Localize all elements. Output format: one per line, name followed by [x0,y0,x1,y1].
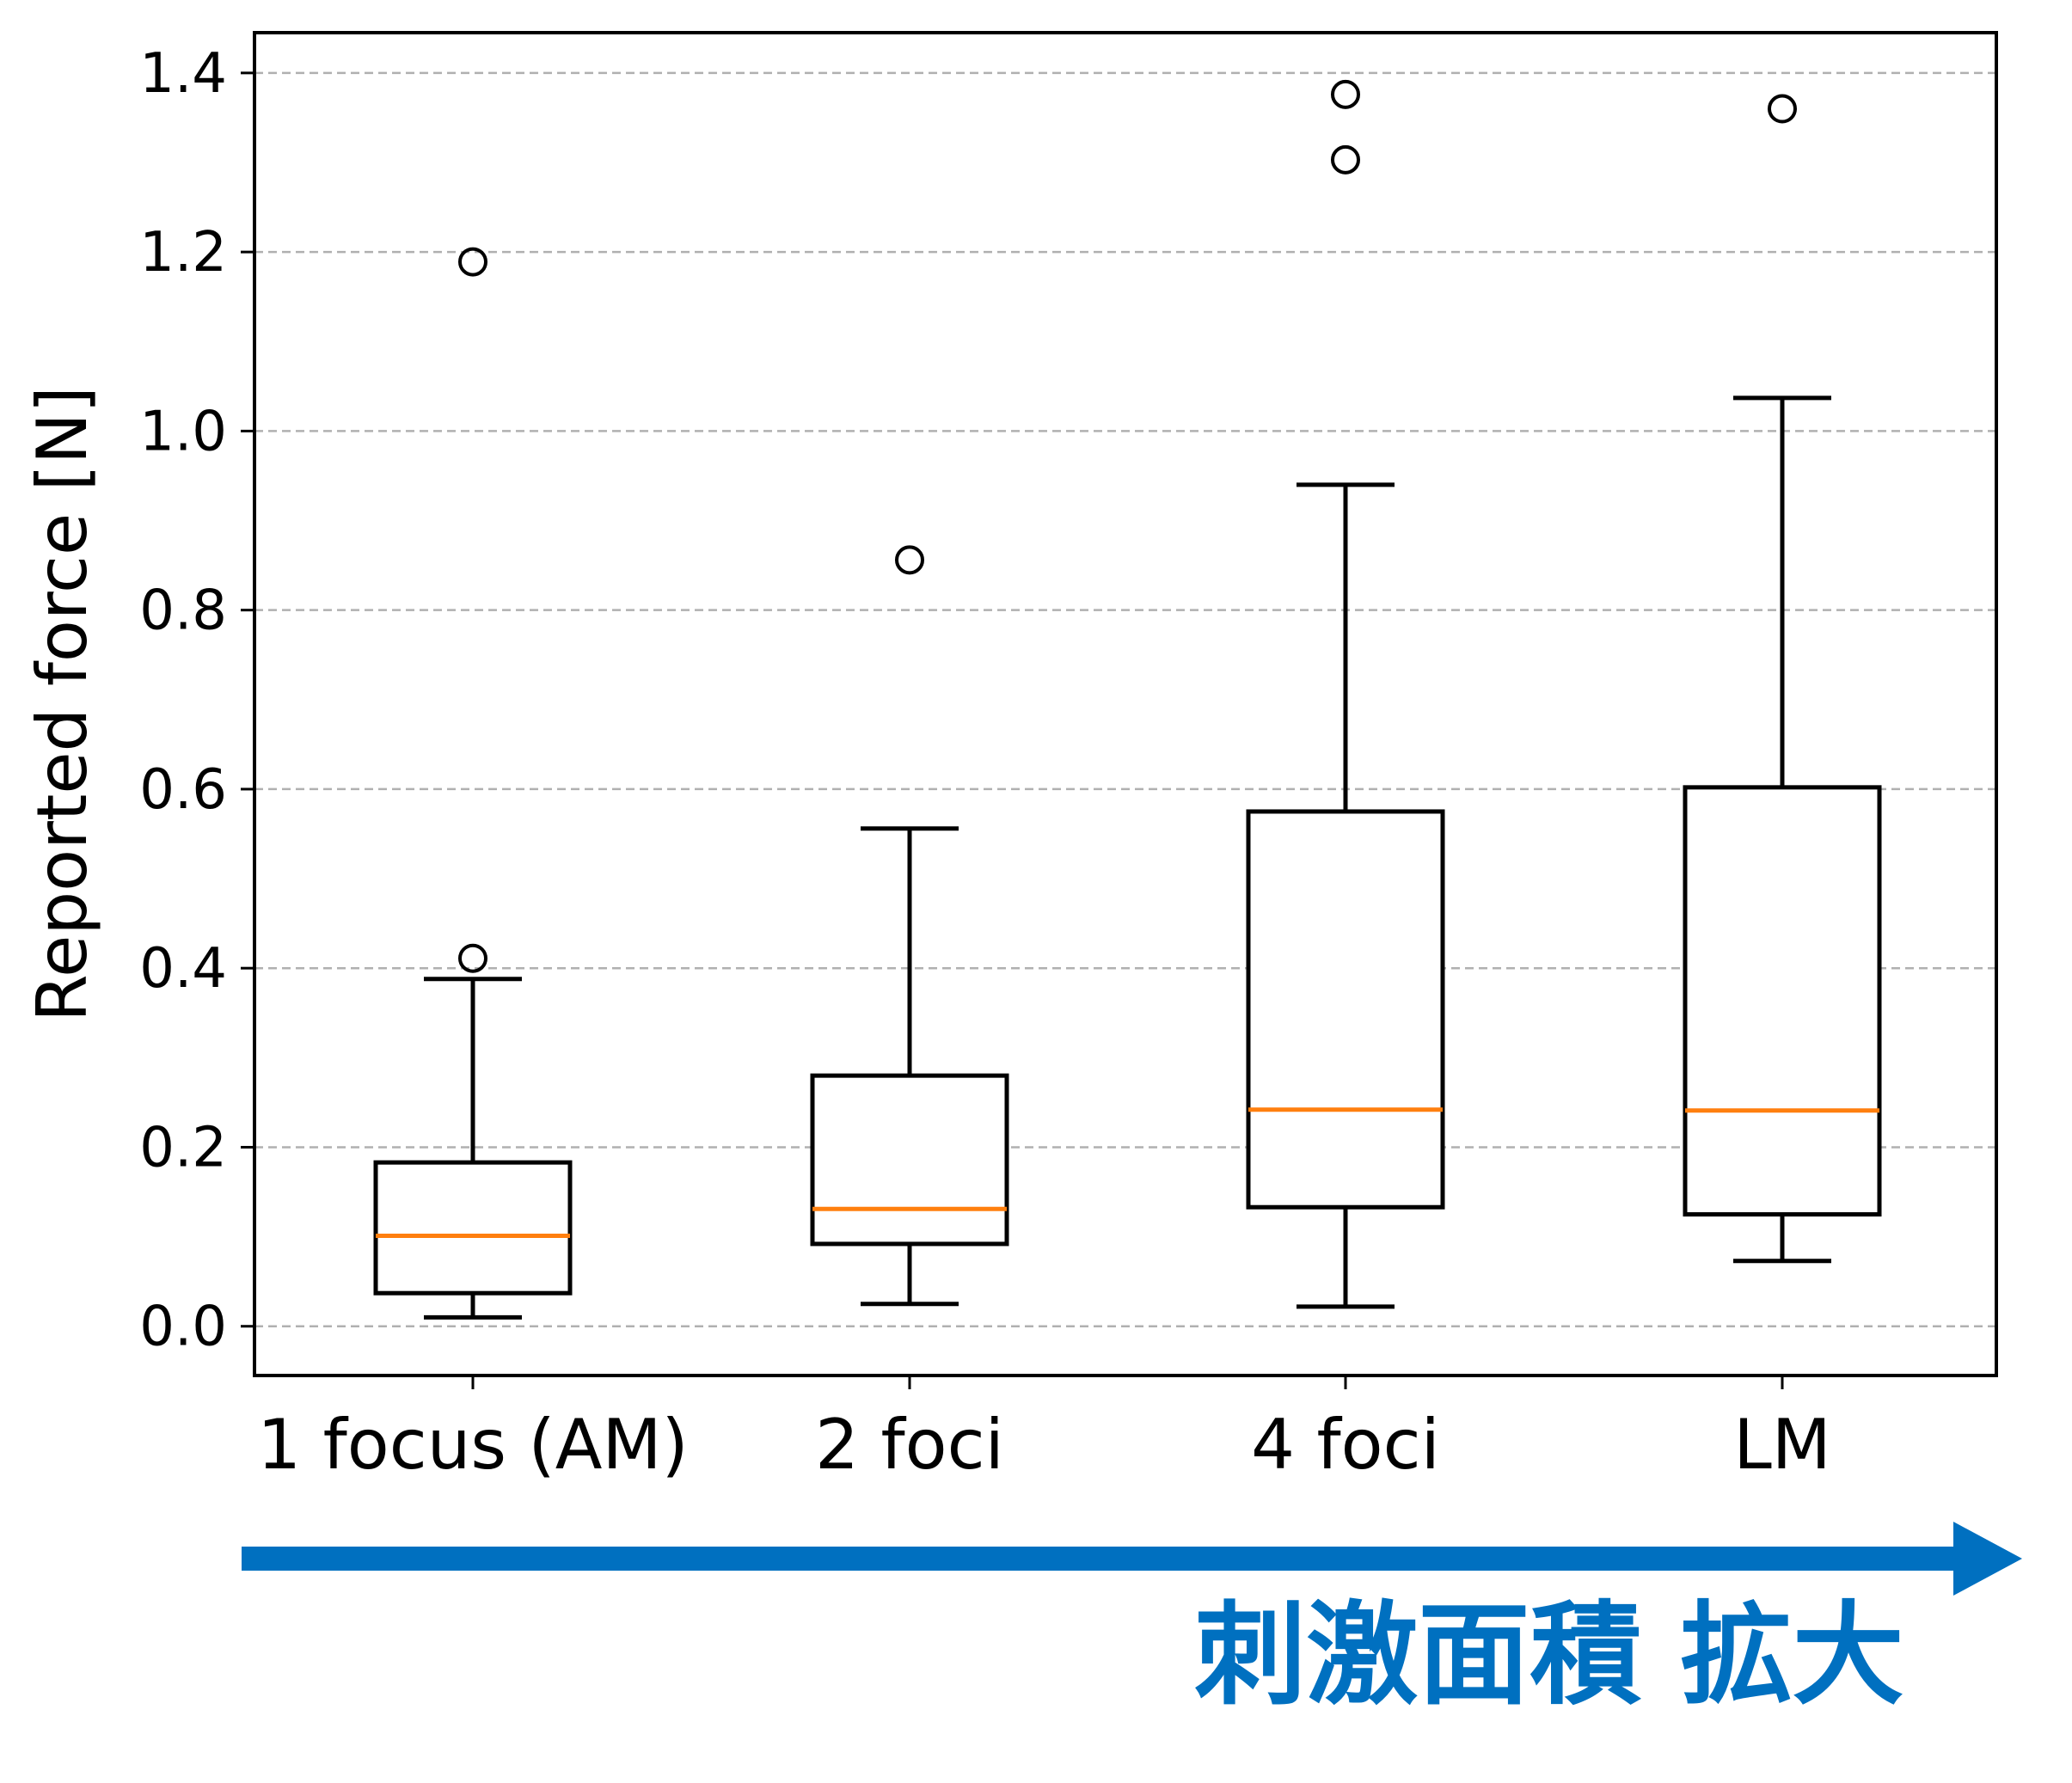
box-iqr [1683,785,1882,1217]
arrow-shaft [242,1547,1961,1571]
box-group [810,545,1009,1307]
y-tick-label: 1.2 [139,221,227,285]
box-group [1683,94,1882,1264]
plot-frame [253,31,1998,1377]
outlier-point [1768,94,1797,124]
y-axis: 0.0 0.2 0.4 0.6 0.8 1.0 1.2 1.4 [139,42,254,1359]
x-tick-label: 2 foci [815,1405,1004,1485]
annotation-text: 刺激面積 拡大 [1194,1590,1903,1720]
outlier-point [1331,79,1360,109]
x-tick-label: 1 focus (AM) [257,1405,688,1485]
x-tick-label: 4 foci [1251,1405,1440,1485]
y-tick-label: 1.0 [139,400,227,463]
y-tick-label: 0.6 [139,758,227,822]
y-tick-label: 0.4 [139,937,227,1001]
box-group [1246,79,1445,1309]
y-tick-label: 1.4 [139,42,227,106]
outlier-point [458,247,487,277]
direction-arrow [242,1522,2022,1596]
outlier-point [458,943,487,973]
outlier-point [1331,144,1360,175]
box-iqr [1246,809,1445,1210]
box-series [373,79,1882,1320]
outlier-point [895,545,924,575]
y-tick-label: 0.8 [139,579,227,643]
box-iqr [810,1073,1009,1247]
y-axis-label: Reported force [N] [22,386,102,1022]
y-tick-label: 0.2 [139,1116,227,1179]
box-iqr [373,1160,573,1296]
box-group [373,247,573,1320]
x-tick-label: LM [1733,1405,1831,1485]
arrow-head [1953,1522,2022,1596]
grid-lines [254,71,1996,1327]
y-tick-label: 0.0 [139,1296,227,1359]
x-axis: 1 focus (AM) 2 foci 4 foci LM [257,1376,1831,1485]
